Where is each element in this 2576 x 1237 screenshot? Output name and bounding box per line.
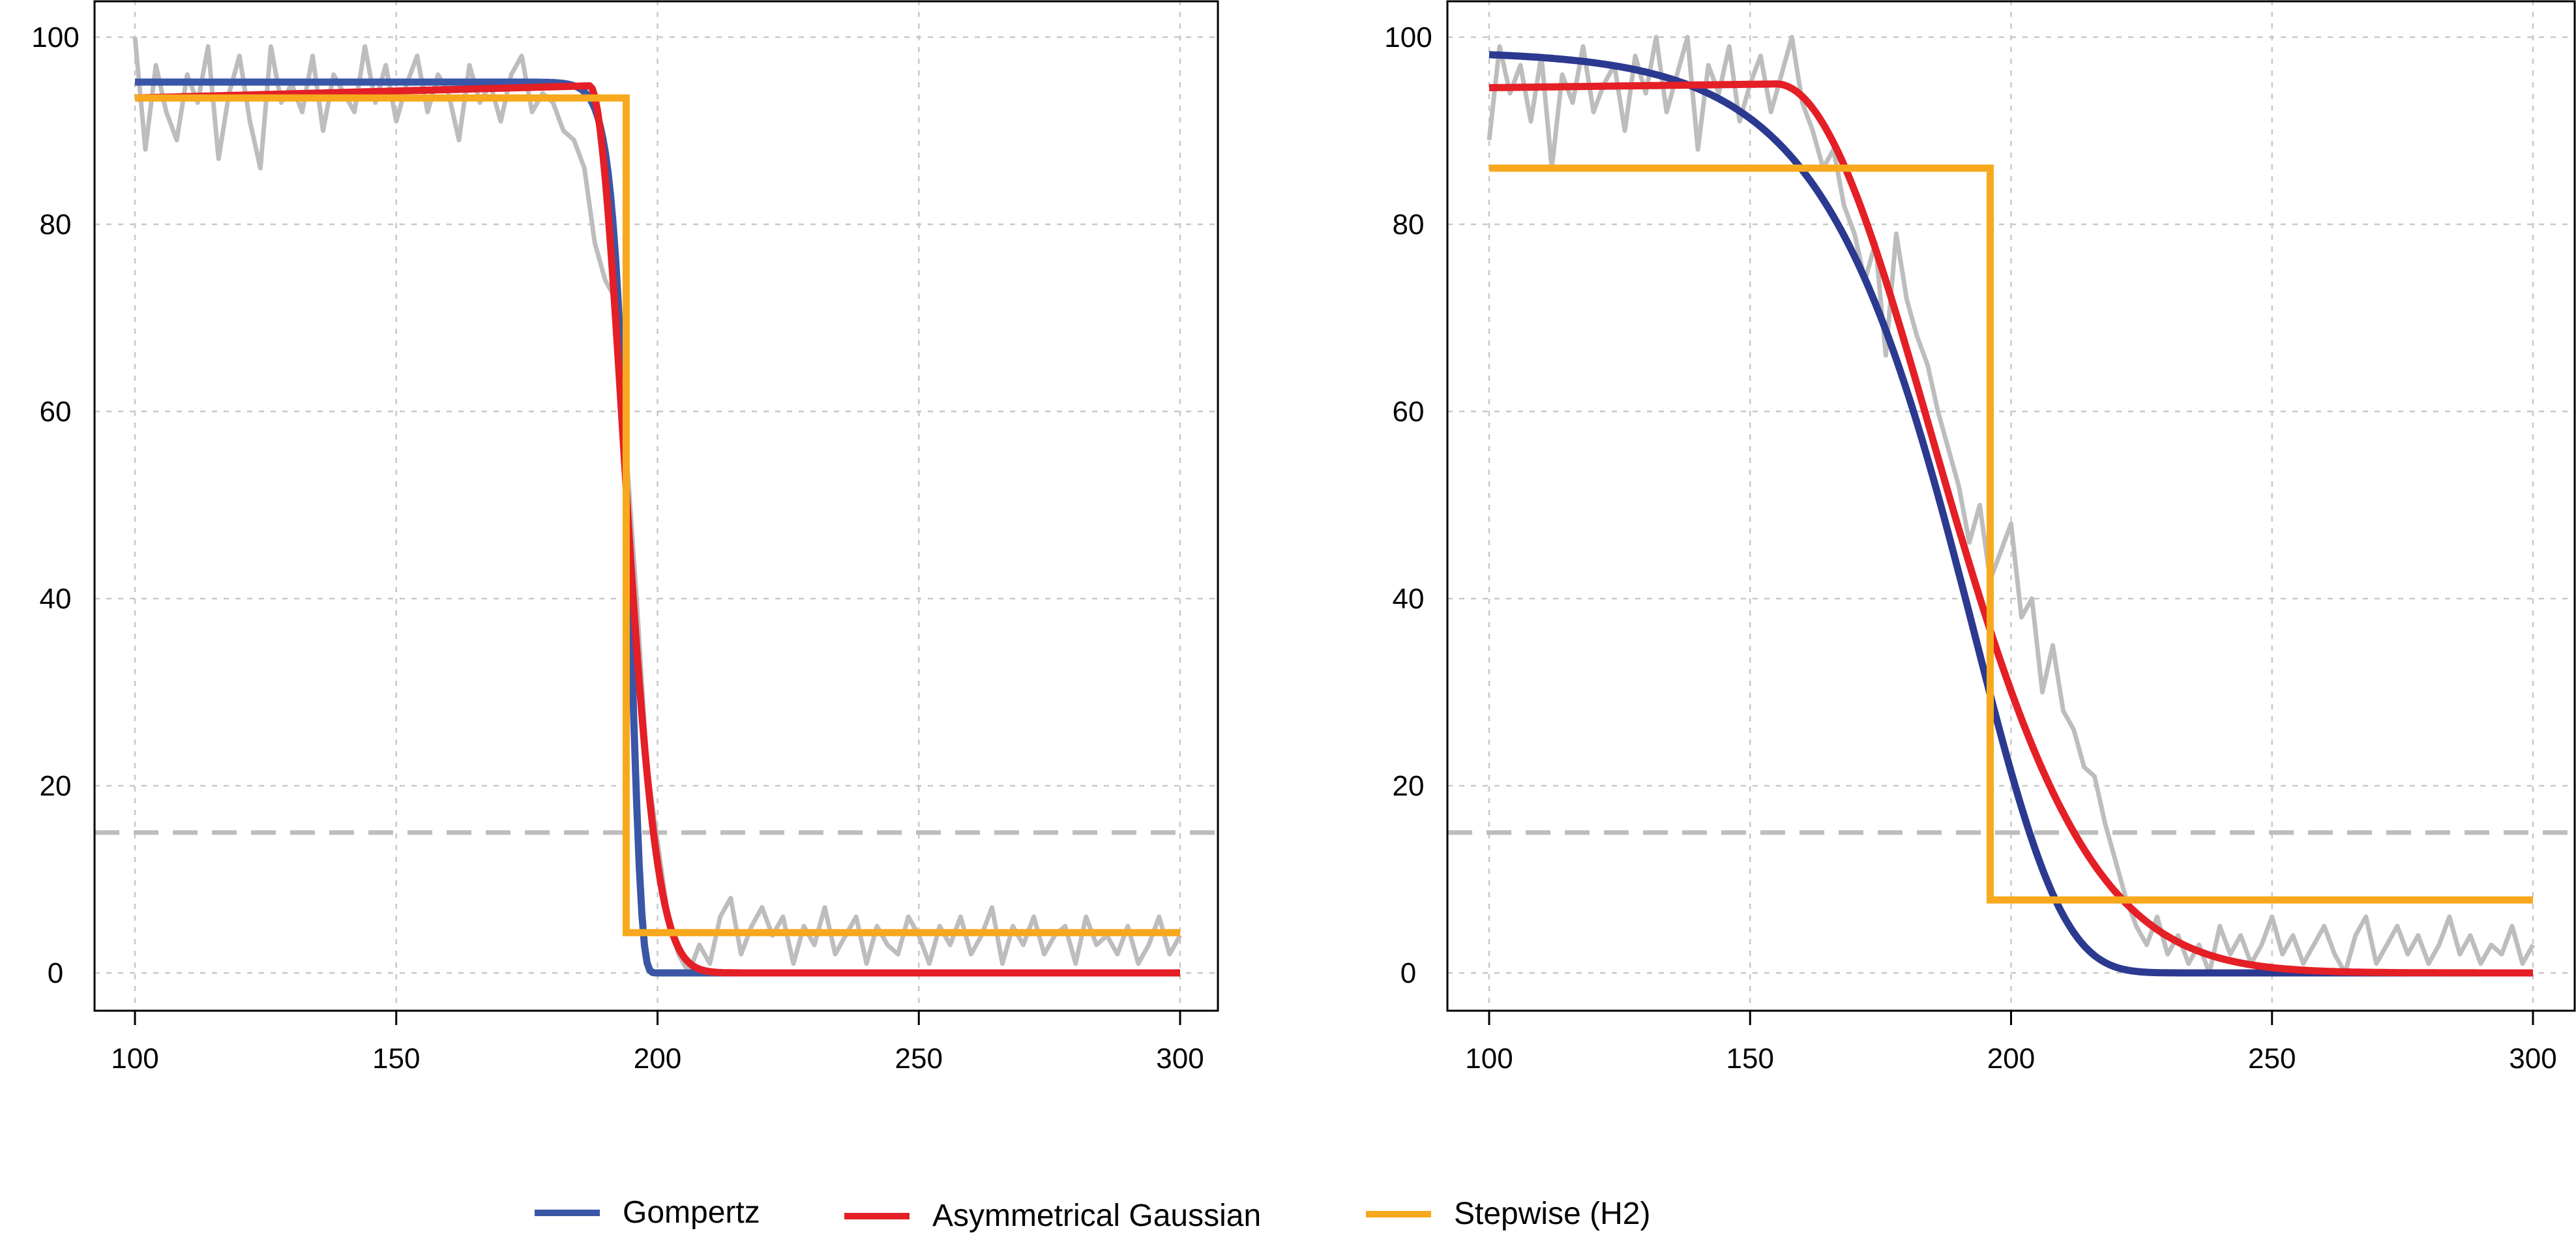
y-tick-label: 0 — [48, 957, 63, 989]
y-tick-label: 40 — [1393, 583, 1425, 615]
y-tick-label: 0 — [1400, 957, 1416, 989]
x-tick-label: 150 — [372, 1043, 420, 1075]
y-tick-label: 100 — [31, 22, 79, 53]
x-tick-label: 300 — [2509, 1043, 2556, 1075]
x-tick-label: 100 — [111, 1043, 158, 1075]
y-tick-label: 20 — [1393, 770, 1425, 802]
x-tick-label: 200 — [634, 1043, 681, 1075]
left-chart-panel: 100 150 200 250 300 0 20 40 60 80 100 — [31, 0, 1219, 1075]
y-tick-label: 20 — [40, 770, 72, 802]
y-tick-label: 100 — [1384, 22, 1432, 53]
x-tick-label: 100 — [1465, 1043, 1513, 1075]
x-tick-label: 250 — [895, 1043, 943, 1075]
series-asymmetrical-gaussian — [134, 82, 1181, 977]
legend-label-asymmetrical-gaussian: Asymmetrical Gaussian — [932, 1199, 1261, 1233]
x-tick-label: 150 — [1726, 1043, 1774, 1075]
series-stepwise — [135, 94, 1180, 936]
legend: Gompertz Asymmetrical Gaussian Stepwise … — [535, 1195, 1650, 1233]
series-stepwise — [1489, 164, 2533, 904]
y-tick-label: 60 — [1393, 396, 1425, 428]
x-tick-label: 300 — [1156, 1043, 1204, 1075]
right-chart-panel: 100 150 200 250 300 0 20 40 60 80 100 — [1384, 0, 2576, 1075]
y-tick-label: 80 — [40, 209, 72, 241]
legend-label-stepwise: Stepwise (H2) — [1454, 1197, 1650, 1231]
y-tick-label: 40 — [40, 583, 72, 615]
x-tick-label: 200 — [1987, 1043, 2035, 1075]
y-tick-label: 80 — [1393, 209, 1425, 241]
y-tick-label: 60 — [40, 396, 72, 428]
x-tick-label: 250 — [2248, 1043, 2296, 1075]
series-asymmetrical-gaussian — [1488, 80, 2534, 977]
legend-label-gompertz: Gompertz — [623, 1195, 760, 1230]
plot-frame — [93, 0, 1219, 1012]
